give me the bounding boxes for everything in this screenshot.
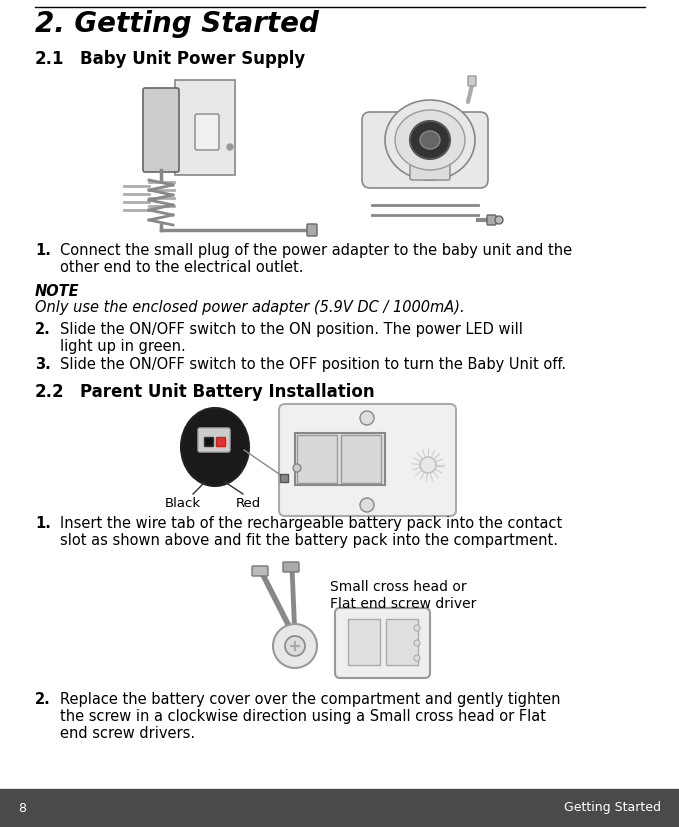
Text: slot as shown above and fit the battery pack into the compartment.: slot as shown above and fit the battery … — [60, 533, 558, 548]
Circle shape — [420, 457, 436, 473]
FancyBboxPatch shape — [335, 608, 430, 678]
Text: Parent Unit Battery Installation: Parent Unit Battery Installation — [80, 383, 375, 401]
FancyBboxPatch shape — [283, 562, 299, 572]
FancyBboxPatch shape — [175, 80, 235, 175]
Text: the screw in a clockwise direction using a Small cross head or Flat: the screw in a clockwise direction using… — [60, 709, 546, 724]
Bar — [297, 435, 337, 483]
FancyBboxPatch shape — [307, 224, 317, 236]
FancyBboxPatch shape — [410, 158, 450, 180]
Circle shape — [414, 655, 420, 661]
Bar — [341, 435, 381, 483]
Bar — [280, 474, 288, 482]
Circle shape — [414, 625, 420, 631]
Text: 1.: 1. — [35, 243, 51, 258]
Text: Flat end screw driver: Flat end screw driver — [330, 597, 477, 611]
Circle shape — [293, 464, 301, 472]
FancyBboxPatch shape — [198, 428, 230, 452]
Text: Slide the ON/OFF switch to the OFF position to turn the Baby Unit off.: Slide the ON/OFF switch to the OFF posit… — [60, 357, 566, 372]
FancyBboxPatch shape — [362, 112, 488, 188]
Circle shape — [414, 640, 420, 646]
Circle shape — [273, 624, 317, 668]
Text: Small cross head or: Small cross head or — [330, 580, 466, 594]
FancyBboxPatch shape — [217, 437, 225, 447]
Ellipse shape — [420, 131, 440, 149]
Text: 1.: 1. — [35, 516, 51, 531]
Text: Insert the wire tab of the rechargeable battery pack into the contact: Insert the wire tab of the rechargeable … — [60, 516, 562, 531]
Text: 2.1: 2.1 — [35, 50, 65, 68]
Circle shape — [495, 216, 503, 224]
Text: Baby Unit Power Supply: Baby Unit Power Supply — [80, 50, 306, 68]
FancyBboxPatch shape — [252, 566, 268, 576]
Text: 2.: 2. — [35, 322, 51, 337]
Text: Black: Black — [165, 497, 201, 510]
Circle shape — [285, 636, 305, 656]
Ellipse shape — [410, 121, 450, 159]
FancyBboxPatch shape — [204, 437, 213, 447]
FancyBboxPatch shape — [279, 404, 456, 516]
Text: 2.: 2. — [35, 692, 51, 707]
Circle shape — [227, 144, 233, 150]
Text: NOTE: NOTE — [35, 284, 79, 299]
Text: other end to the electrical outlet.: other end to the electrical outlet. — [60, 260, 304, 275]
FancyBboxPatch shape — [143, 88, 179, 172]
Ellipse shape — [181, 408, 249, 486]
Ellipse shape — [385, 100, 475, 180]
Text: end screw drivers.: end screw drivers. — [60, 726, 195, 741]
Text: 2. Getting Started: 2. Getting Started — [35, 10, 319, 38]
Circle shape — [360, 498, 374, 512]
Text: Connect the small plug of the power adapter to the baby unit and the: Connect the small plug of the power adap… — [60, 243, 572, 258]
Text: 2.2: 2.2 — [35, 383, 65, 401]
Ellipse shape — [395, 110, 465, 170]
Text: Red: Red — [236, 497, 261, 510]
FancyBboxPatch shape — [295, 433, 385, 485]
Bar — [348, 619, 380, 665]
Text: Getting Started: Getting Started — [564, 801, 661, 815]
Bar — [386, 619, 418, 665]
Text: Only use the enclosed power adapter (5.9V DC / 1000mA).: Only use the enclosed power adapter (5.9… — [35, 300, 464, 315]
Bar — [0, 789, 679, 827]
Circle shape — [360, 411, 374, 425]
Text: 8: 8 — [18, 801, 26, 815]
FancyBboxPatch shape — [195, 114, 219, 150]
Text: 3.: 3. — [35, 357, 51, 372]
Text: Slide the ON/OFF switch to the ON position. The power LED will: Slide the ON/OFF switch to the ON positi… — [60, 322, 523, 337]
FancyBboxPatch shape — [468, 76, 476, 86]
FancyBboxPatch shape — [487, 215, 496, 225]
Text: Replace the battery cover over the compartment and gently tighten: Replace the battery cover over the compa… — [60, 692, 560, 707]
Text: light up in green.: light up in green. — [60, 339, 186, 354]
